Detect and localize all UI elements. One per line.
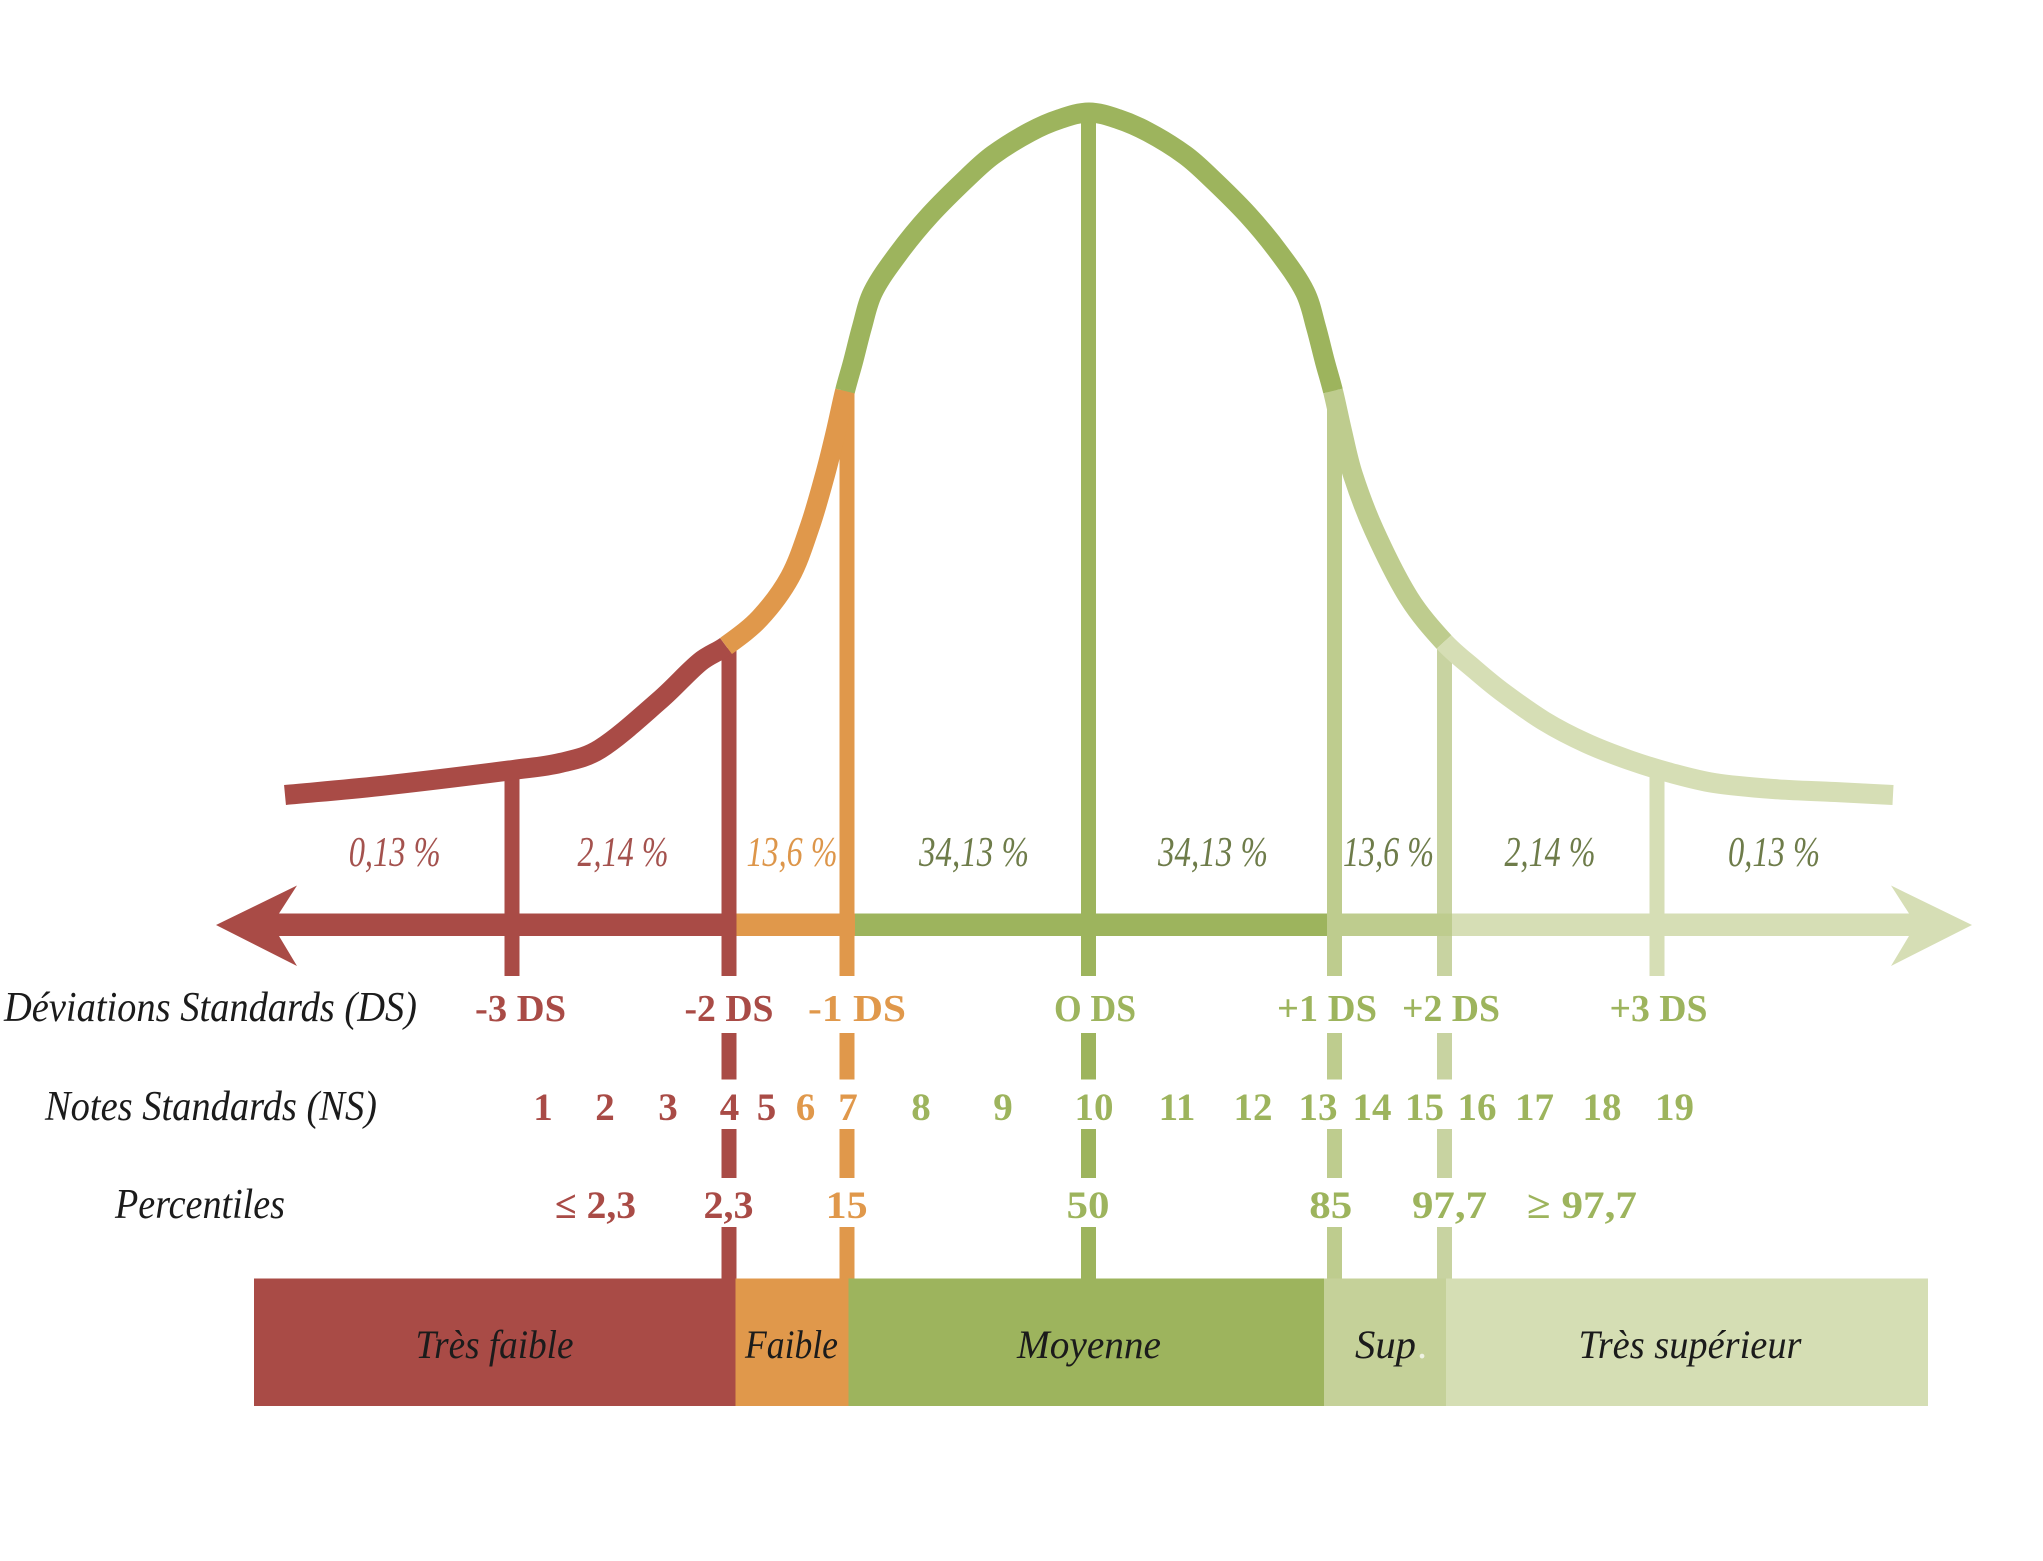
svg-text:2: 2 (595, 1086, 615, 1129)
svg-text:12: 12 (1234, 1086, 1273, 1129)
svg-text:18: 18 (1583, 1086, 1622, 1129)
svg-text:16: 16 (1458, 1086, 1497, 1129)
svg-text:Moyenne: Moyenne (1016, 1322, 1161, 1367)
svg-text:8: 8 (911, 1086, 931, 1129)
svg-text:13,6 %: 13,6 % (1343, 830, 1434, 876)
svg-text:10: 10 (1075, 1086, 1114, 1129)
svg-text:6: 6 (796, 1086, 816, 1129)
svg-text:2,14 %: 2,14 % (1505, 830, 1596, 876)
svg-text:.: . (1418, 1322, 1428, 1367)
svg-text:3: 3 (658, 1086, 678, 1129)
svg-text:2,14 %: 2,14 % (578, 830, 669, 876)
svg-text:Notes Standards (NS): Notes Standards (NS) (44, 1084, 377, 1130)
svg-text:+2 DS: +2 DS (1402, 988, 1500, 1030)
svg-text:34,13 %: 34,13 % (1157, 830, 1268, 876)
svg-text:≥ 97,7: ≥ 97,7 (1527, 1184, 1637, 1227)
svg-text:17: 17 (1515, 1086, 1554, 1129)
svg-text:7: 7 (838, 1086, 858, 1129)
svg-text:0,13 %: 0,13 % (349, 830, 441, 876)
svg-text:34,13 %: 34,13 % (918, 830, 1029, 876)
svg-text:Très supérieur: Très supérieur (1579, 1322, 1802, 1367)
svg-text:97,7: 97,7 (1412, 1184, 1487, 1227)
svg-text:O DS: O DS (1054, 988, 1136, 1030)
svg-text:2,3: 2,3 (704, 1184, 754, 1227)
svg-text:15: 15 (1405, 1086, 1444, 1129)
svg-text:Très faible: Très faible (416, 1322, 574, 1367)
svg-text:50: 50 (1067, 1184, 1110, 1227)
svg-text:15: 15 (826, 1184, 868, 1227)
svg-text:13: 13 (1299, 1086, 1338, 1129)
svg-text:14: 14 (1353, 1086, 1392, 1129)
svg-text:85: 85 (1309, 1184, 1352, 1227)
svg-text:4: 4 (720, 1086, 740, 1129)
svg-text:+3 DS: +3 DS (1610, 988, 1708, 1030)
svg-text:9: 9 (993, 1086, 1013, 1129)
svg-text:19: 19 (1655, 1086, 1694, 1129)
svg-text:Percentiles: Percentiles (114, 1182, 285, 1228)
svg-text:11: 11 (1159, 1086, 1196, 1129)
svg-text:Sup: Sup (1355, 1322, 1416, 1367)
svg-text:-3 DS: -3 DS (475, 988, 566, 1030)
svg-text:+1 DS: +1 DS (1277, 988, 1377, 1030)
svg-text:5: 5 (757, 1086, 777, 1129)
svg-text:-2 DS: -2 DS (685, 988, 774, 1030)
svg-text:1: 1 (533, 1086, 553, 1129)
svg-text:Déviations Standards (DS): Déviations Standards (DS) (3, 985, 417, 1031)
svg-text:-1 DS: -1 DS (808, 988, 906, 1030)
svg-text:13,6 %: 13,6 % (747, 830, 838, 876)
svg-text:Faible: Faible (744, 1322, 838, 1367)
svg-text:≤ 2,3: ≤ 2,3 (555, 1184, 636, 1227)
svg-text:0,13 %: 0,13 % (1728, 830, 1820, 876)
